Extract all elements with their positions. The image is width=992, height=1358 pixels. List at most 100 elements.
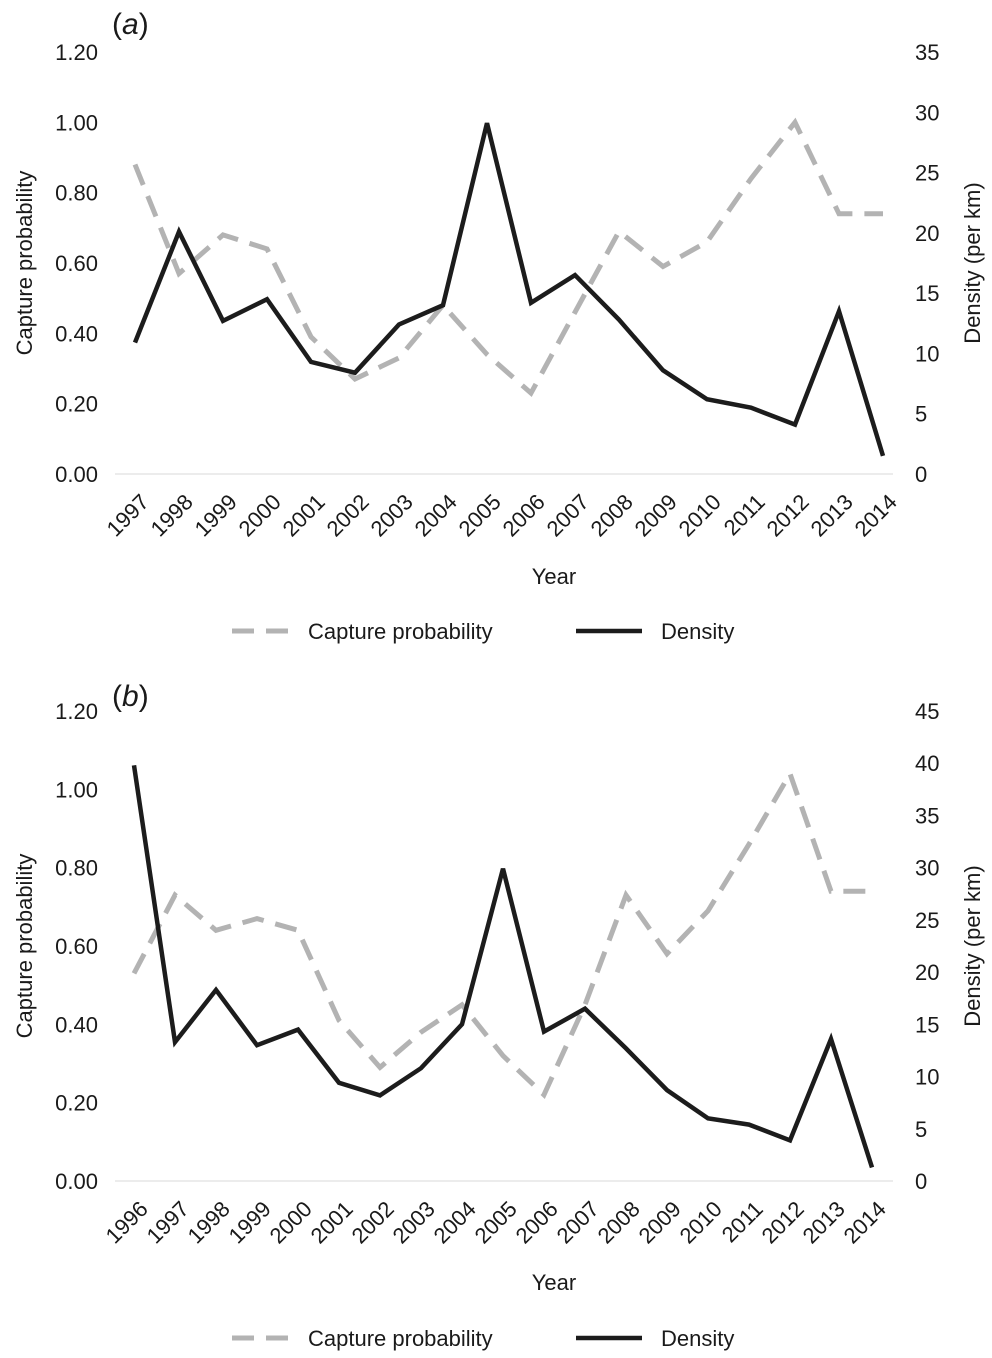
data-point-density-b [626,1048,627,1049]
data-point-capture-b [831,891,832,892]
x-tick-label-a: 2005 [454,489,506,541]
x-tick-label-a: 2003 [366,489,418,541]
y2-tick-label-b: 35 [915,803,939,828]
x-axis-title-b: Year [532,1270,576,1295]
x-tick-label-b: 2007 [552,1196,604,1248]
data-point-capture-b [298,930,299,931]
y-tick-label-b: 0.80 [55,856,98,881]
y-tick-label-b: 0.00 [55,1169,98,1194]
y2-tick-label-a: 0 [915,462,927,487]
data-point-capture-a [883,213,884,214]
y-tick-label-a: 0.60 [55,251,98,276]
data-point-capture-b [462,1004,463,1005]
x-tick-label-a: 2009 [630,489,682,541]
y-tick-label-a: 0.80 [55,181,98,206]
data-point-capture-b [175,895,176,896]
data-point-capture-b [503,1055,504,1056]
data-point-capture-b [626,895,627,896]
legend-label-density-b: Density [661,1326,734,1351]
data-point-density-a [795,424,796,425]
data-point-capture-b [708,910,709,911]
data-point-density-a [223,320,224,321]
y-tick-label-b: 1.20 [55,699,98,724]
series-line-density-a [132,122,886,457]
data-point-density-a [443,305,444,306]
data-point-density-a [135,342,136,343]
y2-tick-label-b: 30 [915,856,939,881]
x-tick-label-b: 2003 [388,1196,440,1248]
data-point-density-a [399,324,400,325]
y2-tick-label-b: 5 [915,1117,927,1142]
data-point-density-b [175,1042,176,1043]
chart-panel-b: (b) 0.00 0.20 0.40 0.60 0.80 1.00 1.20 0 5 10 15 20 2… [0,668,992,1358]
y-tick-label-a: 0.00 [55,462,98,487]
x-tick-label-a: 2007 [542,489,594,541]
y2-axis-title-b: Density (per km) [960,865,985,1026]
y2-tick-label-b: 25 [915,908,939,933]
data-point-density-b [339,1082,340,1083]
legend-label-capture-a: Capture probability [308,619,493,644]
x-tick-label-a: 2000 [234,489,286,541]
data-point-density-a [575,275,576,276]
x-tick-label-b: 1999 [224,1196,276,1248]
y-tick-label-b: 1.00 [55,777,98,802]
x-tick-label-b: 2001 [306,1196,358,1248]
x-tick-label-a: 1999 [190,489,242,541]
data-point-capture-b [872,891,873,892]
legend-label-density-a: Density [661,619,734,644]
data-point-density-b [298,1029,299,1030]
y2-tick-label-a: 10 [915,341,939,366]
series-line-capture-b [131,767,872,1100]
x-tick-label-b: 2010 [675,1196,727,1248]
panel-label-a: (a) [112,8,149,41]
y-tick-label-a: 1.00 [55,110,98,135]
chart-panel-a: (a) 0.00 0.20 0.40 0.60 0.80 1.00 1.20 0 5 10 15 20 2… [0,0,992,660]
x-tick-label-a: 2002 [322,489,374,541]
legend-a: Capture probability Density [232,619,734,644]
data-point-density-b [257,1045,258,1046]
x-tick-label-b: 2006 [511,1196,563,1248]
data-point-capture-a [619,231,620,232]
data-point-density-a [311,361,312,362]
x-tick-label-b: 2009 [634,1196,686,1248]
data-point-capture-a [399,357,400,358]
data-point-density-b [667,1090,668,1091]
series-line-density-b [131,764,875,1169]
data-point-density-a [487,123,488,124]
panel-label-b: (b) [112,680,149,713]
x-tick-label-a: 2006 [498,489,550,541]
y-tick-label-a: 0.20 [55,392,98,417]
x-tick-label-a: 2001 [278,489,330,541]
series-line-capture-a [132,117,883,398]
data-point-capture-b [257,918,258,919]
data-point-density-a [619,319,620,320]
data-point-density-b [708,1118,709,1119]
data-point-capture-a [135,164,136,165]
y-tick-label-b: 0.40 [55,1012,98,1037]
data-point-density-b [380,1095,381,1096]
legend-b: Capture probability Density [232,1326,734,1351]
data-point-density-b [585,1008,586,1009]
y2-tick-label-a: 20 [915,221,939,246]
chart-b-svg: (b) 0.00 0.20 0.40 0.60 0.80 1.00 1.20 0 5 10 15 20 2… [12,680,985,1351]
data-point-density-b [872,1167,873,1168]
data-point-capture-b [339,1020,340,1021]
data-point-capture-b [134,973,135,974]
data-point-density-b [462,1024,463,1025]
data-point-density-b [544,1031,545,1032]
data-point-density-b [216,989,217,990]
data-point-density-a [531,302,532,303]
y-axis-title-b: Capture probability [12,854,37,1039]
data-point-capture-a [531,393,532,394]
data-point-capture-b [380,1067,381,1068]
data-point-density-b [831,1038,832,1039]
data-point-capture-b [585,1004,586,1005]
x-tick-label-b: 2005 [470,1196,522,1248]
x-tick-label-a: 2010 [674,489,726,541]
x-tick-label-b: 2013 [798,1196,850,1248]
data-point-capture-a [751,178,752,179]
x-tick-label-a: 1998 [146,489,198,541]
data-point-capture-a [487,354,488,355]
data-point-capture-b [790,773,791,774]
data-point-capture-a [267,248,268,249]
